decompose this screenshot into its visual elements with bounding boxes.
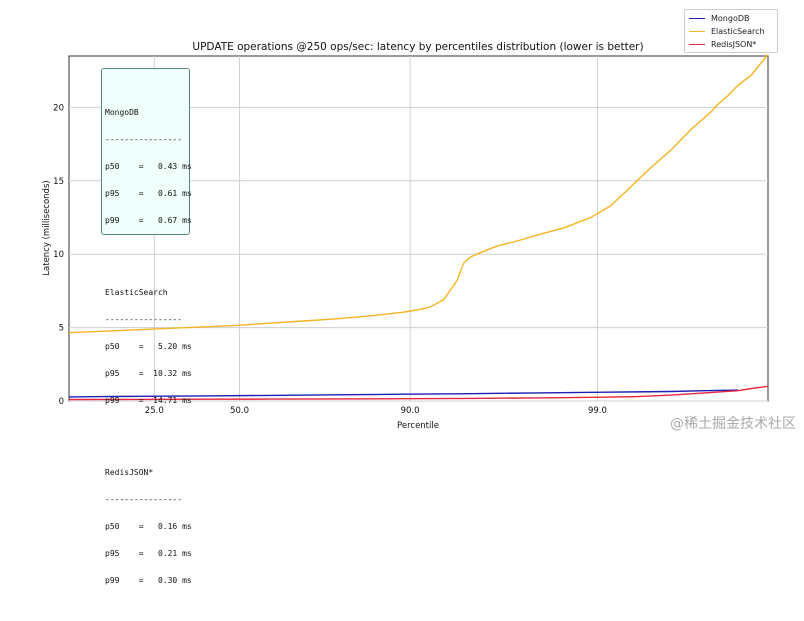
y-tick-label: 5 xyxy=(59,324,64,334)
stats-row: p50 = 0.43 ms xyxy=(105,162,192,171)
stats-row: p95 = 0.21 ms xyxy=(105,549,192,558)
legend-item-elasticsearch: ElasticSearch xyxy=(685,25,777,37)
stats-row: p95 = 10.32 ms xyxy=(105,369,192,378)
chart-title: UPDATE operations @250 ops/sec: latency … xyxy=(192,41,643,53)
stats-row: p99 = 0.30 ms xyxy=(105,576,192,585)
stats-row: p99 = 14.71 ms xyxy=(105,396,192,405)
stats-group-title: RedisJSON* xyxy=(105,468,154,477)
x-tick-label: 50.0 xyxy=(230,406,249,416)
stats-row: p99 = 0.67 ms xyxy=(105,216,192,225)
legend-item-mongodb: MongoDB xyxy=(685,12,777,24)
x-axis-label: Percentile xyxy=(397,421,439,431)
x-tick-label: 25.0 xyxy=(145,406,164,416)
stats-group-title: MongoDB xyxy=(105,108,139,117)
legend-swatch-elasticsearch xyxy=(689,30,705,32)
stats-separator: ---------------- xyxy=(105,315,183,324)
chart-legend: MongoDB ElasticSearch RedisJSON* xyxy=(684,9,778,53)
legend-item-redisjson: RedisJSON* xyxy=(685,38,777,50)
legend-label: RedisJSON* xyxy=(711,39,757,49)
stats-group-mongodb: MongoDB ---------------- p50 = 0.43 ms p… xyxy=(105,90,192,243)
watermark: @稀土掘金技术社区 xyxy=(670,416,796,432)
stats-row: p95 = 0.61 ms xyxy=(105,189,192,198)
series-line-elasticsearch xyxy=(68,54,769,334)
stats-row: p50 = 0.16 ms xyxy=(105,522,192,531)
legend-swatch-redisjson xyxy=(689,43,705,45)
y-tick-label: 20 xyxy=(53,103,64,113)
stats-separator: ---------------- xyxy=(105,135,183,144)
x-tick-label: 99.0 xyxy=(588,406,607,416)
legend-label: ElasticSearch xyxy=(711,26,765,36)
series-line-redisjson xyxy=(68,385,769,401)
x-axis-ticks: 25.0 50.0 90.0 99.0 xyxy=(145,406,607,416)
stats-group-elasticsearch: ElasticSearch ---------------- p50 = 5.2… xyxy=(105,270,192,423)
y-axis-ticks: 0 5 10 15 20 xyxy=(53,103,64,407)
x-tick-label: 90.0 xyxy=(401,406,420,416)
y-axis-label: Latency (milliseconds) xyxy=(42,180,52,275)
y-tick-label: 0 xyxy=(59,397,64,407)
series-lines xyxy=(68,54,769,401)
y-tick-label: 15 xyxy=(53,177,64,187)
y-tick-label: 10 xyxy=(53,250,64,260)
series-line-mongodb xyxy=(68,389,738,398)
stats-separator: ---------------- xyxy=(105,495,183,504)
stats-group-redisjson: RedisJSON* ---------------- p50 = 0.16 m… xyxy=(105,450,192,603)
legend-swatch-mongodb xyxy=(689,17,705,19)
stats-group-title: ElasticSearch xyxy=(105,288,168,297)
percentile-stats-box: MongoDB ---------------- p50 = 0.43 ms p… xyxy=(101,68,192,585)
legend-label: MongoDB xyxy=(711,13,750,23)
stats-row: p50 = 5.20 ms xyxy=(105,342,192,351)
